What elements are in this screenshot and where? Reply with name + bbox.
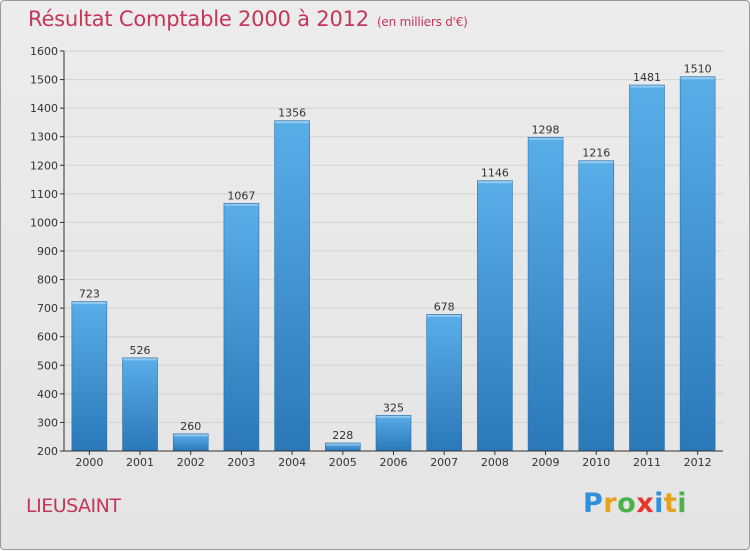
chart-subtitle: (en milliers d'€) [376,15,468,29]
bar [527,136,564,452]
y-tick-label: 1200 [30,159,58,172]
bar-highlight [275,121,310,124]
logo-letter: t [663,488,678,519]
bar-highlight [376,415,411,418]
commune-name: LIEUSAINT [26,495,121,517]
bar [274,120,310,452]
y-tick-label: 1000 [30,216,58,229]
bar-highlight [528,137,563,140]
value-label: 1067 [227,189,255,202]
bar [71,301,108,452]
bar-highlight [680,77,715,80]
y-tick-label: 1100 [30,188,58,201]
logo-letter: x [636,488,655,519]
title-text: Résultat Comptable 2000 à 2012 [28,7,369,31]
value-label: 325 [383,401,404,414]
x-tick-label: 2012 [684,456,712,469]
bar-highlight [123,358,158,361]
bar [172,433,209,452]
value-label: 1481 [633,71,661,84]
bar-highlight [72,302,107,305]
chart-title: Résultat Comptable 2000 à 2012 (en millie… [28,7,468,31]
logo-letter: i [677,488,688,519]
bar [679,76,716,452]
value-label: 1298 [532,123,560,136]
y-tick-label: 700 [37,302,58,315]
x-tick-label: 2010 [582,456,610,469]
bar [578,160,615,452]
x-tick-label: 2008 [481,456,509,469]
value-label: 1216 [582,147,610,160]
bar [122,357,158,452]
bar-highlight [579,161,614,164]
y-tick-label: 1300 [30,131,58,144]
bar-highlight [224,203,259,206]
x-tick-label: 2009 [532,456,560,469]
bar-highlight [325,443,360,446]
x-tick-label: 2003 [227,456,255,469]
y-tick-label: 400 [37,388,58,401]
value-label: 526 [130,344,151,357]
logo-letter: i [654,488,664,519]
bar [426,314,462,452]
y-tick-label: 200 [37,445,58,458]
y-tick-label: 500 [37,359,58,372]
y-tick-label: 1500 [30,74,58,87]
bar [223,202,260,452]
logo-letter: r [603,488,618,519]
proxiti-logo: Proxiti [583,488,687,519]
y-tick-label: 800 [37,274,58,287]
x-tick-label: 2005 [329,456,357,469]
value-label: 1146 [481,167,509,180]
x-tick-label: 2006 [380,456,408,469]
bar-highlight [629,85,664,88]
y-tick-label: 600 [37,331,58,344]
value-label: 260 [180,420,201,433]
bar-highlight [173,434,208,437]
bar [477,180,513,452]
x-tick-label: 2007 [430,456,458,469]
y-tick-label: 1400 [30,102,58,115]
y-tick-label: 900 [37,245,58,258]
x-tick-label: 2001 [126,456,154,469]
x-tick-label: 2000 [75,456,103,469]
value-label: 678 [434,300,455,313]
bar [375,414,412,452]
bar-highlight [427,314,462,317]
x-tick-label: 2004 [278,456,306,469]
value-label: 723 [79,288,100,301]
x-tick-label: 2011 [633,456,661,469]
y-tick-label: 1600 [30,45,58,58]
y-tick-label: 300 [37,416,58,429]
x-tick-label: 2002 [177,456,205,469]
bar-highlight [477,181,512,184]
bar [629,84,665,452]
value-label: 228 [332,429,353,442]
logo-letter: o [617,488,637,519]
value-label: 1510 [684,63,712,76]
logo-letter: P [583,488,604,519]
value-label: 1356 [278,107,306,120]
